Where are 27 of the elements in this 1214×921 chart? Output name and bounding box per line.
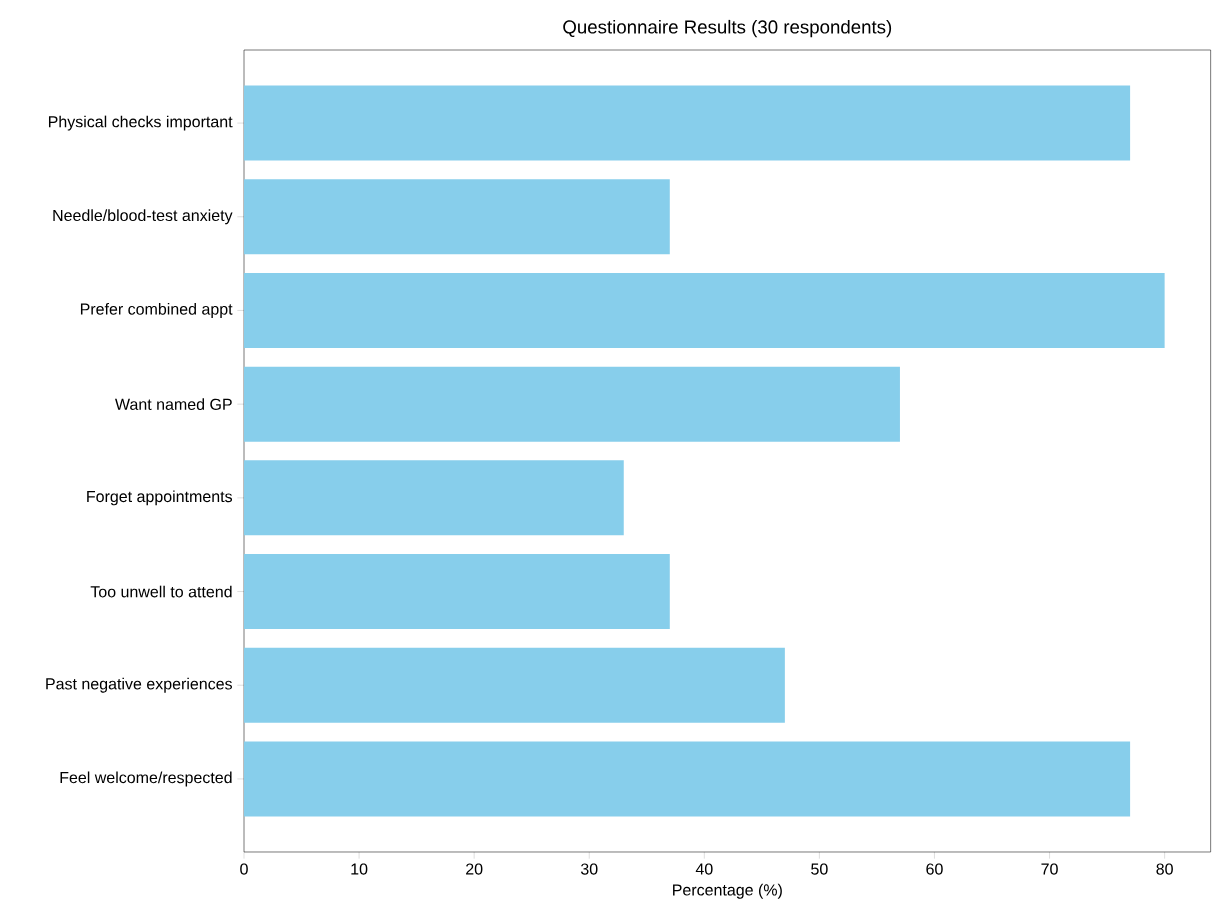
y-tick-label: Physical checks important: [48, 115, 233, 131]
bar: [244, 460, 624, 536]
x-tick-label: 80: [1156, 863, 1173, 875]
x-tick-label: 20: [466, 863, 483, 875]
x-tick-label: 60: [926, 863, 943, 875]
x-axis-title: Percentage (%): [673, 883, 782, 899]
x-tick-label: 10: [351, 863, 368, 875]
y-tick-label: Want named GP: [115, 398, 232, 411]
bar: [244, 741, 1131, 817]
x-tick-label: 70: [1041, 863, 1058, 875]
y-tick-label: Prefer combined appt: [80, 303, 233, 318]
y-tick-label: Too unwell to attend: [90, 585, 232, 598]
bar: [244, 366, 900, 442]
y-tick-label: Needle/blood-test anxiety: [53, 209, 233, 225]
x-tick-label: 50: [811, 863, 828, 875]
x-tick-label: 0: [240, 863, 248, 875]
y-tick-label: Past negative experiences: [46, 677, 233, 693]
y-tick-label: Forget appointments: [87, 490, 233, 506]
x-tick-label: 30: [580, 863, 598, 875]
chart-title: Questionnaire Results (30 respondents): [563, 19, 892, 38]
y-tick-label: Feel welcome/respected: [60, 771, 232, 787]
bar: [244, 179, 670, 255]
bar: [244, 554, 670, 630]
bar: [244, 85, 1131, 161]
x-tick-label: 40: [695, 863, 713, 875]
bar: [244, 647, 785, 723]
bar: [244, 272, 1165, 348]
